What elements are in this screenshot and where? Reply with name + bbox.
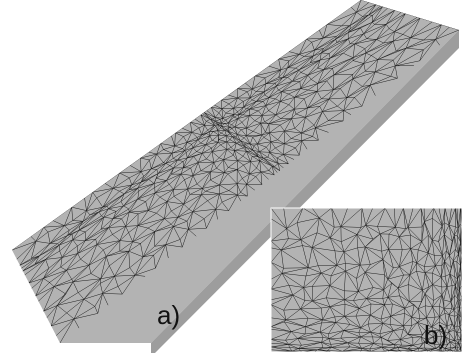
slab-side-face [151, 30, 459, 353]
panel-a-label: a) [157, 300, 181, 330]
panel-b-label: b) [424, 320, 448, 350]
inset-frame [270, 207, 463, 353]
mesh-edges [271, 208, 462, 352]
slab-top-surface [12, 0, 459, 343]
panel-b-triangle-mesh [271, 208, 462, 352]
panel-b-zoom-inset [270, 207, 463, 353]
